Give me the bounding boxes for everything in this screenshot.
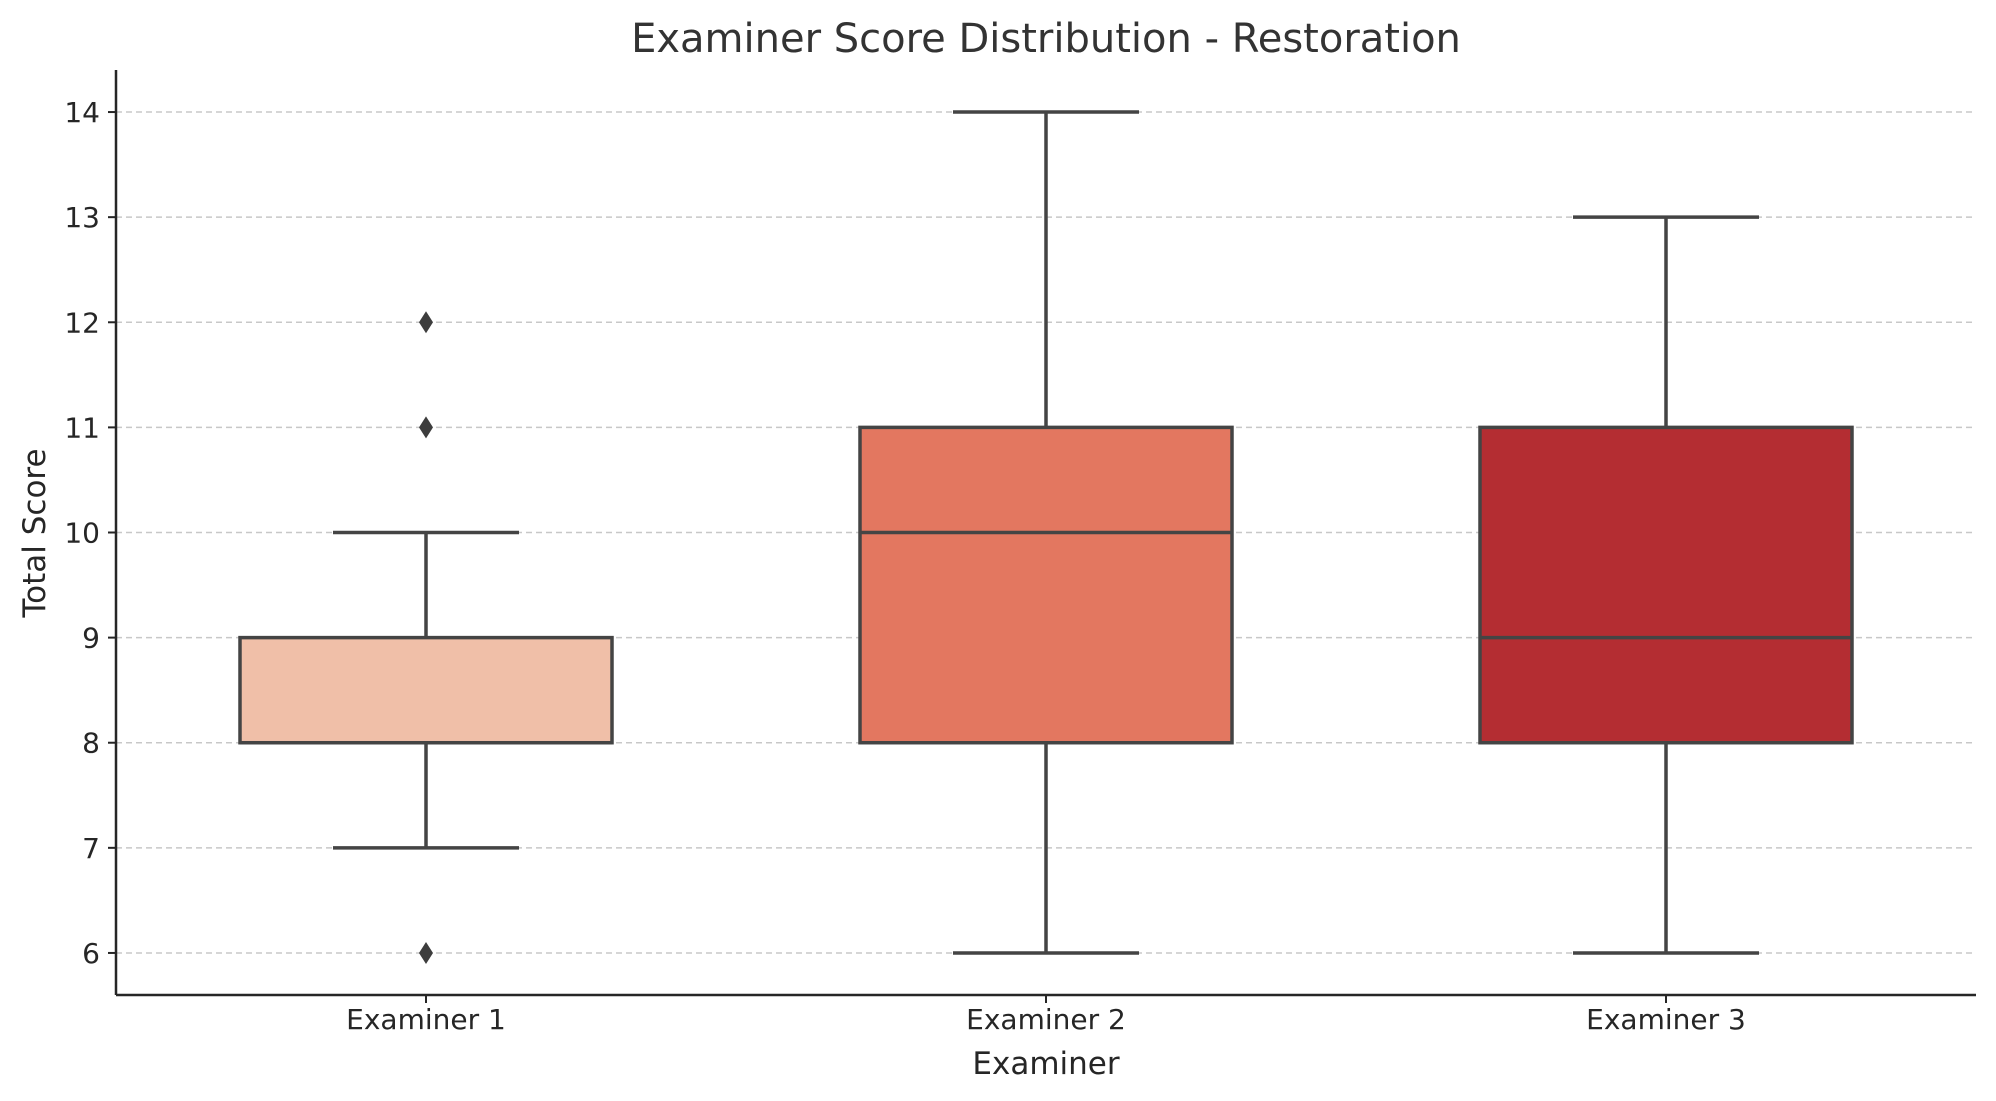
- outlier-point: [419, 311, 433, 334]
- box-layer: [238, 110, 1854, 964]
- box-group-3: [1478, 215, 1854, 955]
- box-group-2: [858, 110, 1234, 955]
- tick-layer: 6 7 8 9 10 11 12 13 14 Examiner 1 Examiner 2 Examin…: [64, 96, 1745, 1036]
- chart-title: Examiner Score Distribution - Restoratio…: [631, 16, 1461, 62]
- box-group-1: [238, 311, 614, 964]
- y-tick-label: 9: [82, 622, 100, 655]
- box-iqr: [858, 425, 1234, 745]
- y-tick-label: 13: [64, 201, 100, 234]
- y-tick-label: 11: [64, 411, 100, 444]
- box-iqr: [1478, 425, 1854, 745]
- x-tick-label: Examiner 2: [966, 1003, 1126, 1036]
- y-tick-label: 14: [64, 96, 100, 129]
- outlier-point: [419, 416, 433, 439]
- y-tick-label: 7: [82, 832, 100, 865]
- y-tick-label: 12: [64, 306, 100, 339]
- x-axis-label: Examiner: [972, 1046, 1119, 1082]
- outlier-point: [419, 941, 433, 964]
- y-tick-label: 8: [82, 727, 100, 760]
- y-axis-label: Total Score: [17, 448, 53, 618]
- x-tick-label: Examiner 3: [1586, 1003, 1746, 1036]
- x-tick-label: Examiner 1: [346, 1003, 506, 1036]
- y-tick-label: 10: [64, 517, 100, 550]
- y-tick-label: 6: [82, 937, 100, 970]
- box-iqr: [238, 635, 614, 745]
